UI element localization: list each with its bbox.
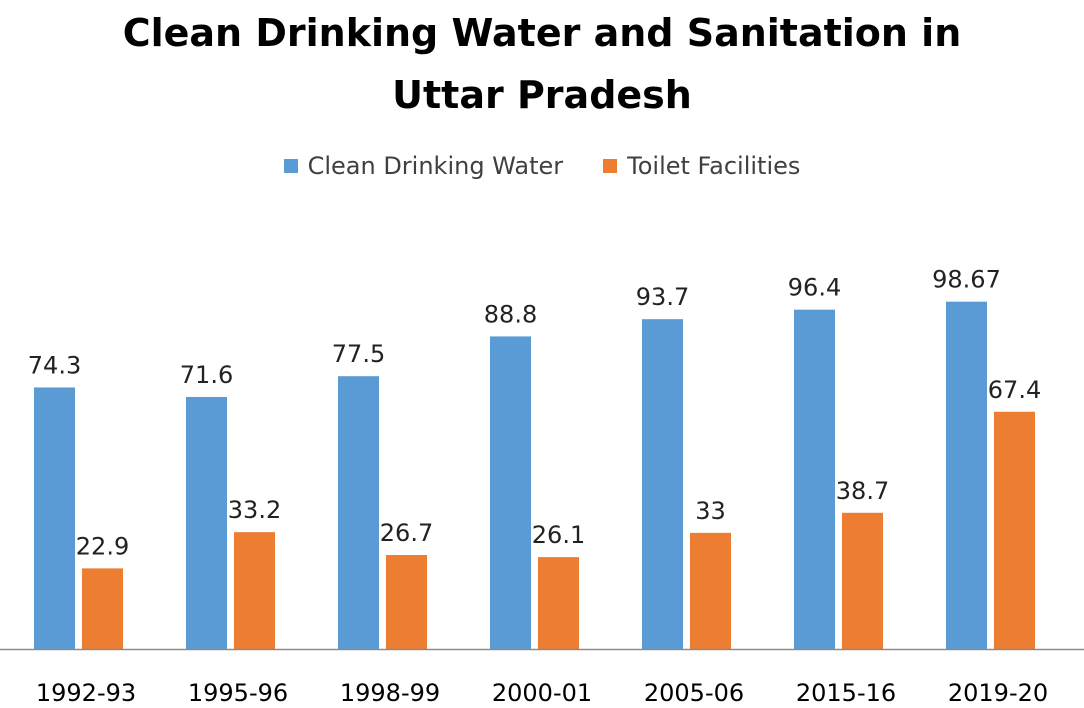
bar-toilet-facilities-2000-01 — [538, 557, 579, 649]
x-tick-label-2000-01: 2000-01 — [492, 679, 592, 707]
data-label-clean-drinking-water-2019-20: 98.67 — [932, 266, 1001, 294]
chart-title-line-2: Uttar Pradesh — [392, 73, 692, 117]
data-label-clean-drinking-water-1995-96: 71.6 — [180, 361, 233, 389]
x-tick-label-2015-16: 2015-16 — [796, 679, 896, 707]
legend-label-clean-drinking-water: Clean Drinking Water — [307, 152, 564, 180]
bar-toilet-facilities-1992-93 — [82, 568, 123, 649]
data-label-toilet-facilities-2019-20: 67.4 — [988, 376, 1041, 404]
data-label-toilet-facilities-1998-99: 26.7 — [380, 519, 433, 547]
legend-swatch-toilet-facilities — [603, 159, 618, 173]
bar-clean-drinking-water-1992-93 — [34, 387, 75, 649]
bar-toilet-facilities-1995-96 — [234, 532, 275, 649]
bar-toilet-facilities-1998-99 — [386, 555, 427, 649]
data-label-toilet-facilities-2000-01: 26.1 — [532, 521, 585, 549]
x-tick-label-2005-06: 2005-06 — [644, 679, 744, 707]
bar-clean-drinking-water-2005-06 — [642, 319, 683, 649]
bar-clean-drinking-water-1995-96 — [186, 396, 227, 649]
x-tick-label-1998-99: 1998-99 — [340, 679, 440, 707]
data-label-toilet-facilities-1992-93: 22.9 — [76, 532, 129, 560]
data-label-toilet-facilities-2005-06: 33 — [695, 497, 726, 525]
data-label-clean-drinking-water-2005-06: 93.7 — [636, 283, 689, 311]
x-tick-label-1995-96: 1995-96 — [188, 679, 288, 707]
data-label-clean-drinking-water-1992-93: 74.3 — [28, 351, 81, 379]
data-label-toilet-facilities-2015-16: 38.7 — [836, 477, 889, 505]
bar-toilet-facilities-2019-20 — [994, 411, 1035, 649]
legend-item-toilet-facilities: Toilet Facilities — [603, 152, 800, 180]
x-tick-label-2019-20: 2019-20 — [948, 679, 1048, 707]
bar-clean-drinking-water-2015-16 — [794, 309, 835, 649]
chart-legend: Clean Drinking Water Toilet Facilities — [0, 148, 1084, 184]
bar-clean-drinking-water-2019-20 — [946, 301, 987, 649]
chart-title-line-1: Clean Drinking Water and Sanitation in — [122, 11, 962, 55]
legend-label-toilet-facilities: Toilet Facilities — [627, 152, 801, 180]
legend-swatch-clean-drinking-water — [283, 159, 298, 173]
data-label-clean-drinking-water-2000-01: 88.8 — [484, 300, 537, 328]
bar-clean-drinking-water-2000-01 — [490, 336, 531, 649]
data-label-toilet-facilities-1995-96: 33.2 — [228, 496, 281, 524]
data-label-clean-drinking-water-1998-99: 77.5 — [332, 340, 385, 368]
bar-clean-drinking-water-1998-99 — [338, 376, 379, 649]
bar-toilet-facilities-2005-06 — [690, 532, 731, 649]
chart-title: Clean Drinking Water and Sanitation in U… — [0, 0, 1084, 126]
x-tick-label-1992-93: 1992-93 — [36, 679, 136, 707]
legend-item-clean-drinking-water: Clean Drinking Water — [283, 152, 564, 180]
bar-toilet-facilities-2015-16 — [842, 512, 883, 649]
data-label-clean-drinking-water-2015-16: 96.4 — [788, 274, 841, 302]
